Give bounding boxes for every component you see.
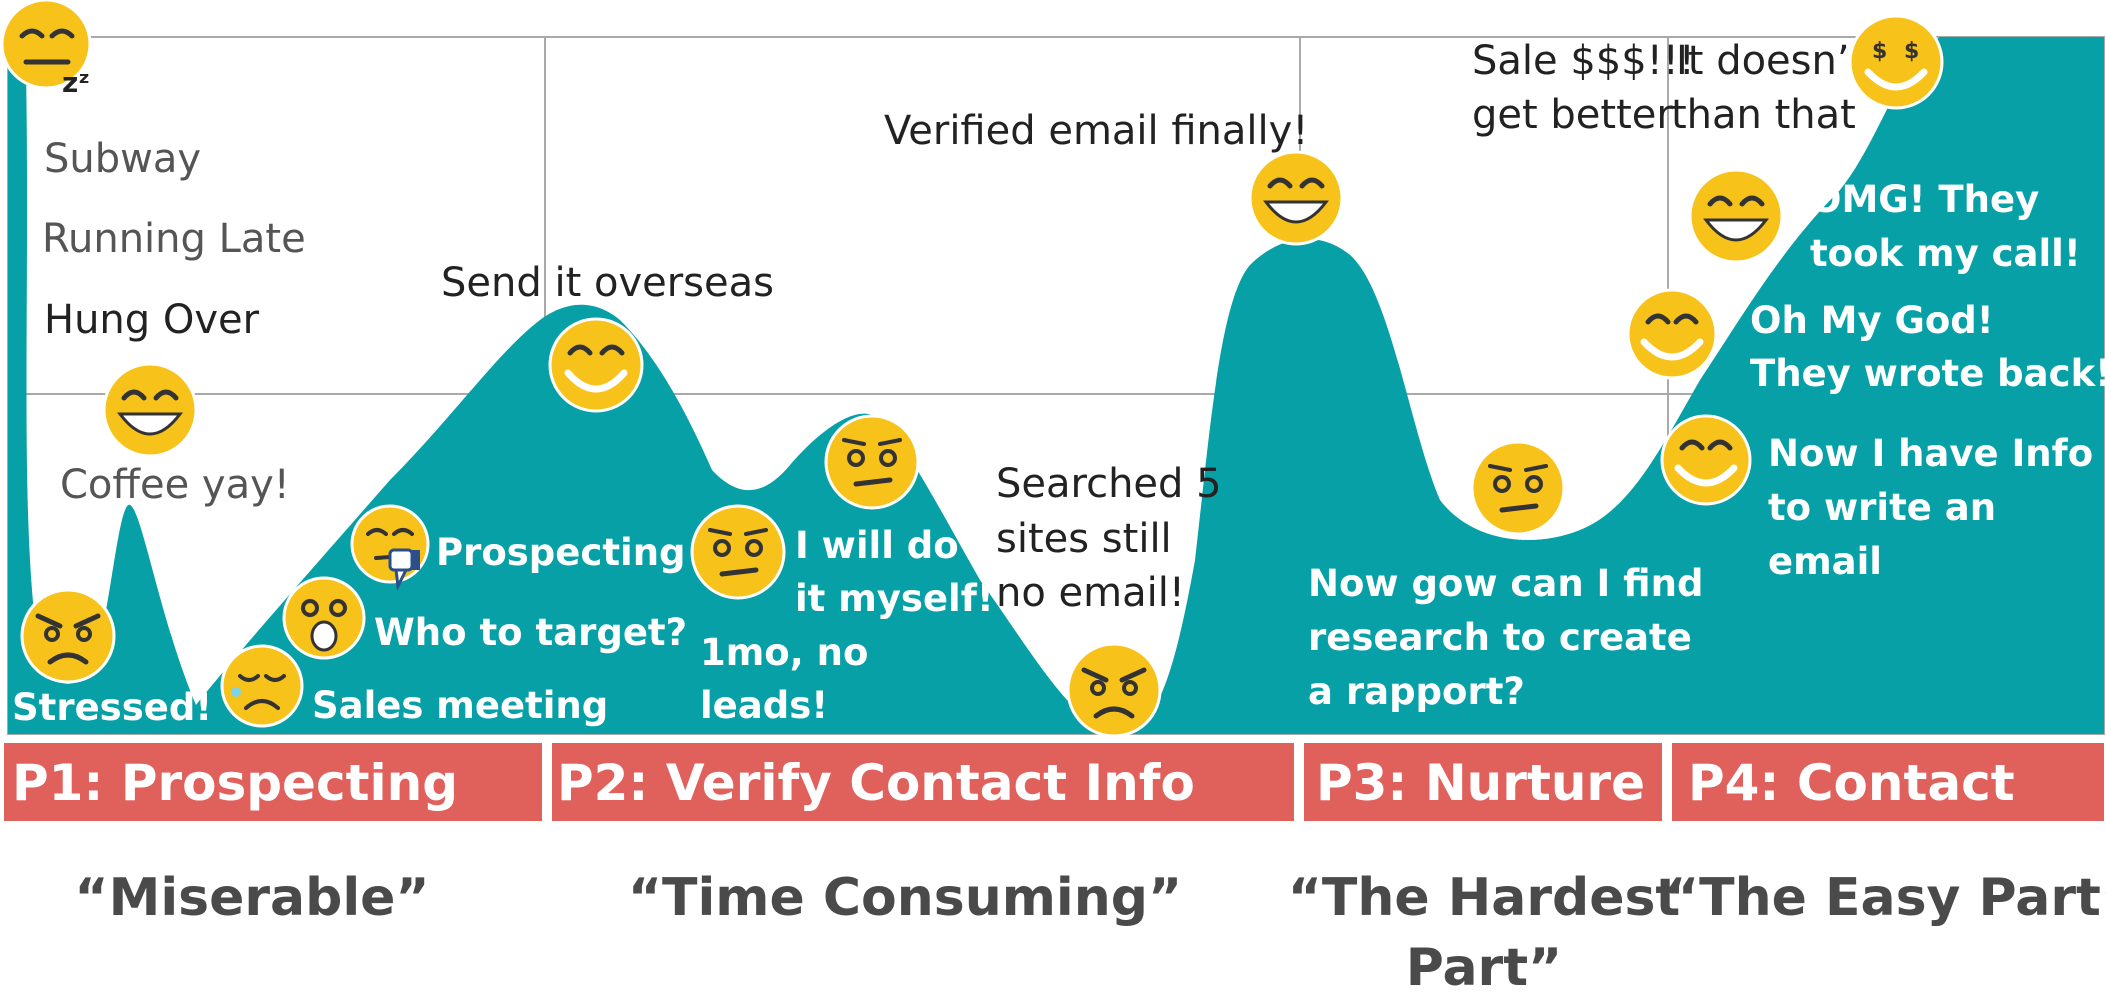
sale-money-eyes-emoji-icon: $ $ (1848, 14, 1944, 110)
label-sale-line1: Sale $$$!!! (1472, 38, 1695, 84)
phase-label-p3: P3: Nurture (1316, 754, 1645, 812)
phase-label-p1: P1: Prospecting (12, 754, 458, 812)
label-searched-line2: sites still (996, 516, 1172, 562)
label-coffee: Coffee yay! (60, 462, 290, 508)
zzz-text: zᶻ (62, 66, 90, 99)
sales-meeting-crying-emoji-icon (220, 644, 304, 728)
dollar-eye-right-icon: $ (1904, 39, 1919, 64)
research-meh-emoji-icon (1470, 440, 1566, 536)
label-wrote-line1: Oh My God! (1750, 299, 1994, 342)
phase-bar-p1 (4, 743, 542, 821)
myself-meh-emoji-icon (824, 414, 920, 510)
phase-quote-p2: “Time Consuming” (628, 868, 1182, 928)
phase-bar-p2 (552, 743, 1294, 821)
label-info-line1: Now I have Info (1768, 432, 2093, 475)
label-searched-line3: no email! (996, 570, 1185, 616)
phase-label-p2: P2: Verify Contact Info (557, 754, 1195, 812)
overseas-happy-emoji-icon (548, 317, 644, 413)
coffee-grin-emoji-icon (102, 362, 198, 458)
verified-grin-emoji-icon (1248, 150, 1344, 246)
phase-label-p4: P4: Contact (1688, 754, 2015, 812)
phase-bar-p3 (1304, 743, 1662, 821)
phase-quote-p3-line1: “The Hardest (1288, 868, 1681, 928)
label-call-line2: took my call! (1810, 232, 2081, 275)
label-stressed: Stressed! (12, 686, 212, 729)
info-happy-emoji-icon (1660, 414, 1752, 506)
searched-angry-emoji-icon (1066, 642, 1162, 738)
emotion-area (8, 37, 2104, 734)
white-labels: Stressed! Sales meeting Who to target? P… (12, 178, 2106, 729)
label-research-line1: Now gow can I find (1308, 562, 1703, 605)
emojis: zᶻ (0, 0, 1944, 738)
label-myself-line1: I will do (795, 524, 959, 567)
stressed-angry-emoji-icon (20, 588, 116, 684)
label-research-line3: a rapport? (1308, 670, 1525, 713)
sleepy-emoji-icon: zᶻ (0, 0, 92, 99)
wrote-back-happy-emoji-icon (1626, 288, 1718, 380)
label-call-line1: OMG! They (1810, 178, 2039, 221)
phase-bars: P1: Prospecting P2: Verify Contact Info … (4, 743, 2104, 821)
label-sales-meeting: Sales meeting (312, 684, 608, 727)
phase-quote-p3-line2: Part” (1406, 938, 1562, 993)
one-month-meh-emoji-icon (690, 504, 786, 600)
phase-quotes: “Miserable” “Time Consuming” “The Hardes… (74, 868, 2106, 993)
who-to-target-shocked-emoji-icon (282, 576, 366, 660)
label-searched-line1: Searched 5 (996, 461, 1222, 507)
label-hung-over: Hung Over (44, 297, 260, 343)
thumbs-down-icon (388, 548, 420, 592)
phase-quote-p4: “The Easy Part” (1665, 868, 2106, 928)
label-verified-email: Verified email finally! (884, 108, 1308, 154)
took-call-grin-emoji-icon (1688, 168, 1784, 264)
label-running-late: Running Late (42, 216, 306, 262)
label-who-to-target: Who to target? (374, 611, 687, 654)
label-send-overseas: Send it overseas (441, 260, 774, 306)
prospecting-meh-emoji-icon (350, 504, 430, 584)
label-doesnt-line2: than that (1671, 92, 1856, 138)
label-doesnt-line1: It doesn’t (1676, 38, 1865, 84)
label-sale-line2: get better (1472, 92, 1673, 138)
label-myself-line2: it myself! (795, 577, 994, 620)
label-info-line2: to write an (1768, 486, 1996, 529)
dollar-eye-left-icon: $ (1872, 39, 1887, 64)
label-prospecting: Prospecting (436, 531, 686, 574)
label-info-line3: email (1768, 540, 1882, 583)
phase-quote-p1: “Miserable” (74, 868, 429, 928)
label-research-line2: research to create (1308, 616, 1692, 659)
label-one-month-line1: 1mo, no (700, 631, 868, 674)
label-subway: Subway (44, 136, 201, 182)
label-wrote-line2: They wrote back! (1750, 352, 2106, 395)
label-one-month-line2: leads! (700, 684, 828, 727)
phase-bar-p4 (1672, 743, 2104, 821)
annotations: Subway Running Late Hung Over Coffee yay… (42, 38, 1865, 616)
